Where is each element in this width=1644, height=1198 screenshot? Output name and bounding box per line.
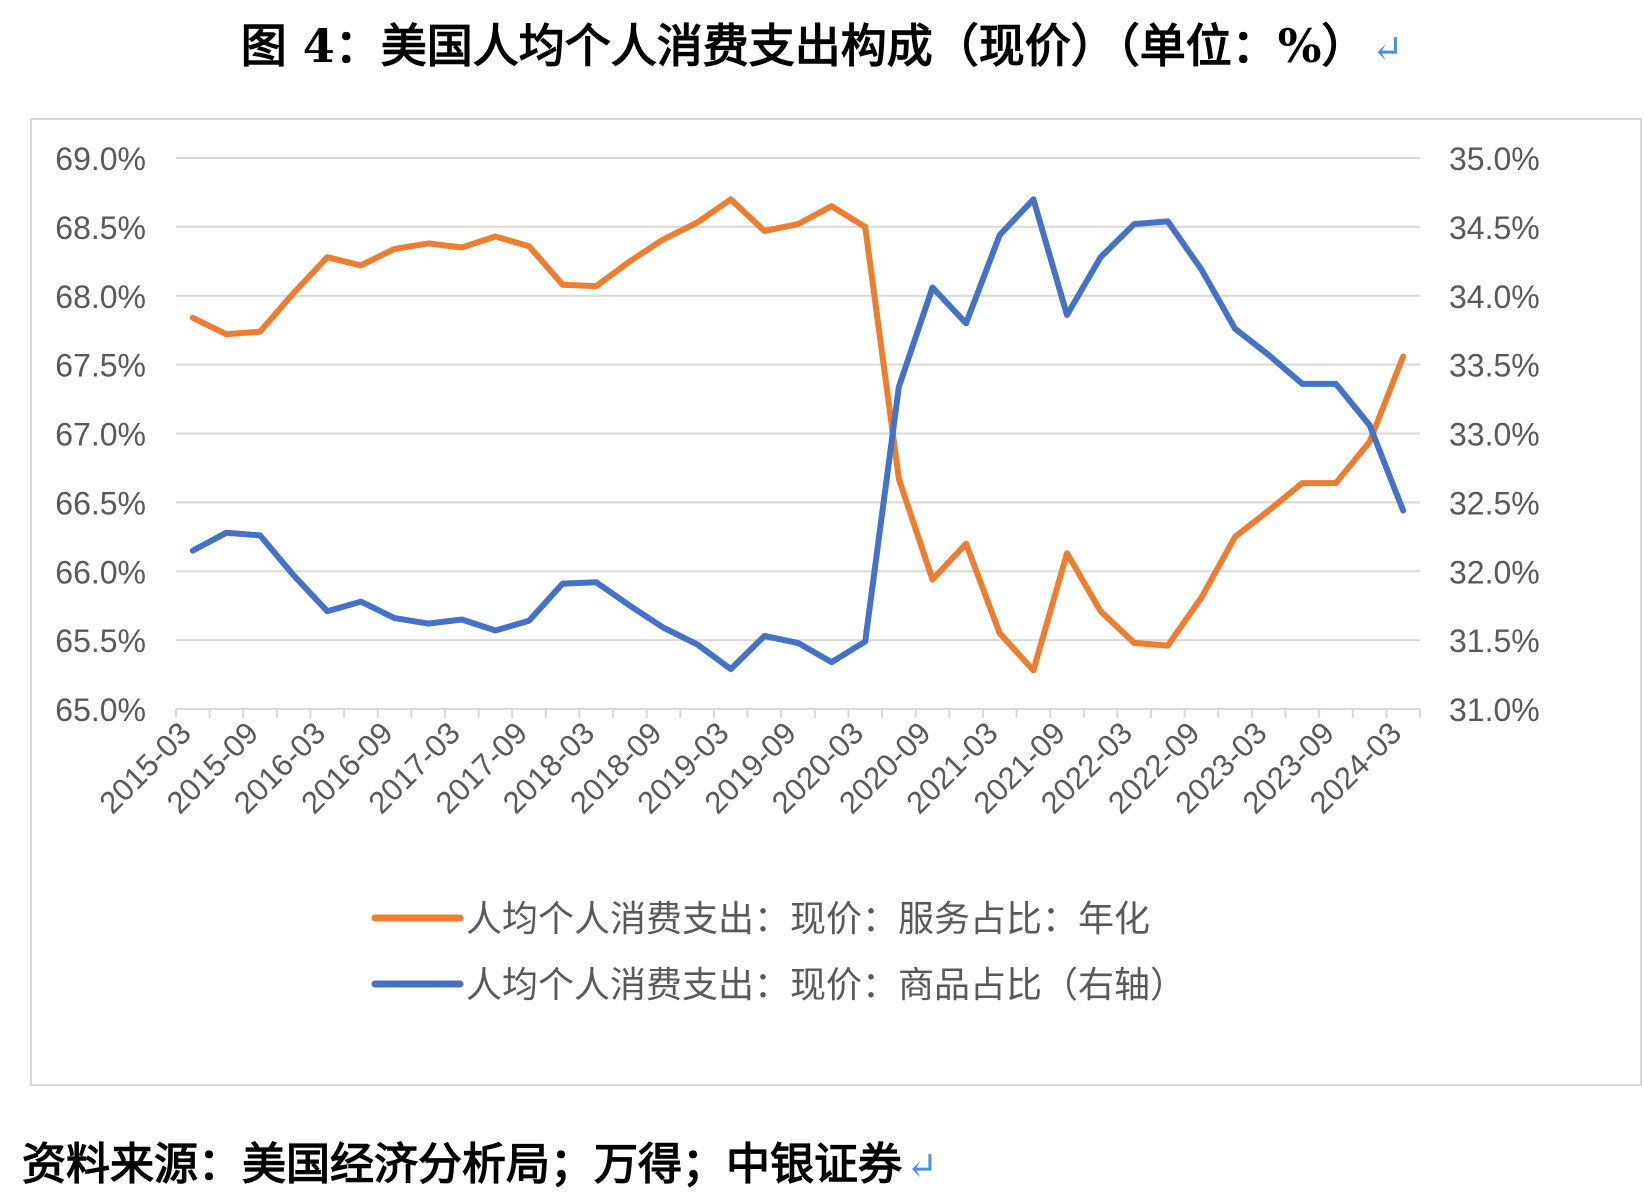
y-left-tick-label: 69.0% [55,141,146,177]
legend-label: 人均个人消费支出：现价：服务占比：年化 [466,898,1150,939]
series-lines [189,196,1407,674]
return-mark-icon: ↵ [906,1144,938,1188]
y-right-tick-label: 34.0% [1449,279,1540,315]
return-mark-icon: ↵ [1371,27,1404,71]
y-left-tick-label: 68.0% [55,279,146,315]
y-left-tick-label: 65.0% [55,692,146,728]
y-right-tick-label: 32.5% [1449,485,1540,521]
y-right-tick-label: 33.5% [1449,348,1540,384]
legend-entry: 人均个人消费支出：现价：商品占比（右轴） [371,964,1186,1005]
gridlines [176,157,1420,642]
figure-title: 图 4：美国人均个人消费支出构成（现价）（单位：%） ↵ [0,10,1644,76]
y-left-tick-label: 67.0% [55,417,146,453]
source-note: 资料来源：美国经济分析局；万得；中银证券 ↵ [22,1128,938,1192]
y-left-tick-label: 65.5% [55,623,146,659]
source-text: 资料来源：美国经济分析局；万得；中银证券 [22,1139,902,1190]
y-right-tick-label: 34.5% [1449,210,1540,246]
series-line-goods [189,196,1407,673]
chart-container: 65.0% 31.0% 65.5% 31.5% 66.0% 32.0% 66.5% 32.5%… [30,118,1642,1086]
y-right-tick-label: 33.0% [1449,417,1540,453]
y-right-tick-label: 31.0% [1449,692,1540,728]
legend-entry: 人均个人消费支出：现价：服务占比：年化 [371,898,1150,939]
legend-label: 人均个人消费支出：现价：商品占比（右轴） [466,964,1186,1005]
y-left-tick-label: 66.0% [55,554,146,590]
figure-title-text: 图 4：美国人均个人消费支出构成（现价）（单位：%） [240,19,1368,73]
line-chart: 65.0% 31.0% 65.5% 31.5% 66.0% 32.0% 66.5% 32.5%… [55,141,1540,1005]
y-left-tick-label: 68.5% [55,210,146,246]
y-left-tick-label: 67.5% [55,348,146,384]
y-right-tick-label: 32.0% [1449,554,1540,590]
y-right-tick-label: 35.0% [1449,141,1540,177]
y-left-tick-label: 66.5% [55,485,146,521]
series-line-services [189,196,1407,674]
y-right-tick-label: 31.5% [1449,623,1540,659]
